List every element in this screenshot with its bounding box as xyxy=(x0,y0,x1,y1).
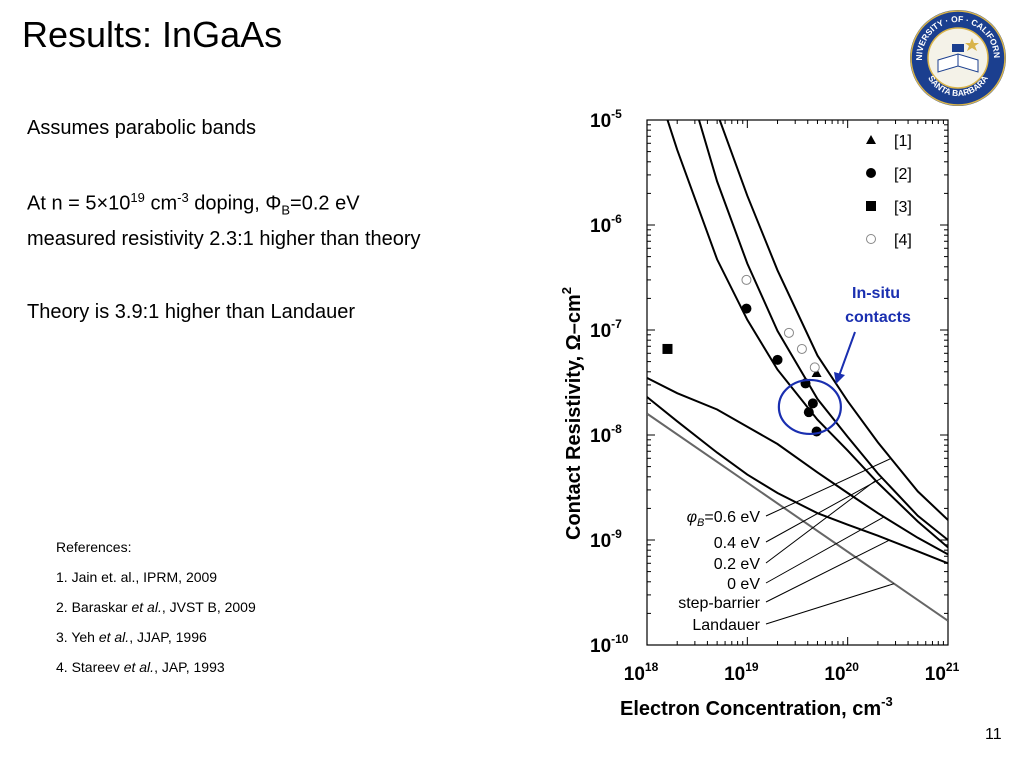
reference-item: 3. Yeh et al., JJAP, 1996 xyxy=(56,629,207,645)
reference-item: 4. Stareev et al., JAP, 1993 xyxy=(56,659,225,675)
data-point xyxy=(807,398,818,409)
y-tick-label: 10-9 xyxy=(590,527,622,552)
reference-item: 2. Baraskar et al., JVST B, 2009 xyxy=(56,599,256,615)
x-axis-label: Electron Concentration, cm-3 xyxy=(620,694,893,720)
curve-label: 0.2 eV xyxy=(714,556,761,573)
text-measured-ratio: measured resistivity 2.3:1 higher than t… xyxy=(27,228,421,250)
references-heading: References: xyxy=(56,539,132,555)
curve-label: 0 eV xyxy=(727,576,760,593)
seal-book-icon xyxy=(937,38,979,73)
data-point xyxy=(662,343,673,354)
curve-line xyxy=(647,396,948,565)
data-point xyxy=(811,367,822,377)
y-tick-label: 10-8 xyxy=(590,422,622,447)
data-point xyxy=(796,343,807,354)
x-tick-label: 1020 xyxy=(824,660,859,685)
data-point xyxy=(809,362,820,373)
x-tick-label: 1021 xyxy=(925,660,960,685)
curve-line xyxy=(647,412,948,622)
curve-label-leader xyxy=(765,583,895,625)
theory-curves xyxy=(647,120,948,622)
curve-line xyxy=(666,120,948,549)
curve-label-leader xyxy=(765,477,883,543)
x-tick-label: 1018 xyxy=(624,660,659,685)
data-point xyxy=(783,327,794,338)
curve-label-leader xyxy=(765,516,885,584)
curve-label-leader xyxy=(765,539,890,603)
data-point xyxy=(803,407,814,418)
page-number: 11 xyxy=(985,726,1002,743)
curve-label-leader xyxy=(765,480,876,564)
legend-label: [3] xyxy=(894,199,912,216)
in-situ-ellipse xyxy=(777,378,842,436)
chart-legend: [1] [2] [3] [4] xyxy=(866,133,912,249)
legend-marker xyxy=(866,201,876,211)
text-doping-condition: At n = 5×1019 cm-3 doping, ΦB=0.2 eV xyxy=(27,190,360,218)
text-parabolic-bands: Assumes parabolic bands xyxy=(27,117,257,139)
y-axis-label: Contact Resistivity, Ω–cm2 xyxy=(559,287,585,540)
x-tick-label: 1019 xyxy=(724,660,759,685)
y-tick-label: 10-5 xyxy=(590,107,622,132)
y-tick-label: 10-10 xyxy=(590,632,629,657)
reference-item: 1. Jain et. al., IPRM, 2009 xyxy=(56,569,218,585)
annotation-label: In-situ xyxy=(852,285,900,302)
slide-title: Results: InGaAs xyxy=(22,14,283,55)
annotation-arrow-line xyxy=(838,331,856,377)
axis-ticks xyxy=(646,120,948,646)
plot-frame xyxy=(646,119,949,646)
y-tick-label: 10-7 xyxy=(590,317,622,342)
y-tick-label: 10-6 xyxy=(590,212,622,237)
legend-marker xyxy=(866,234,876,244)
uc-santa-barbara-seal-logo: UNIVERSITY · OF · CALIFORNIA SANTA BARBA… xyxy=(908,8,1006,106)
curve-line xyxy=(718,120,948,521)
legend-marker xyxy=(866,168,876,178)
legend-label: [2] xyxy=(894,166,912,183)
data-point xyxy=(741,303,752,314)
text-theory-ratio: Theory is 3.9:1 higher than Landauer xyxy=(27,301,355,323)
legend-label: [4] xyxy=(894,232,912,249)
curve-line xyxy=(647,377,948,556)
data-points xyxy=(662,274,822,437)
curve-label: step-barrier xyxy=(678,595,760,612)
data-point xyxy=(772,354,783,365)
legend-marker xyxy=(866,135,876,144)
curve-label-leader xyxy=(765,458,892,517)
annotation-label: contacts xyxy=(845,309,911,326)
curve-line xyxy=(698,120,948,541)
curve-label: φB=0.6 eV xyxy=(687,509,761,529)
legend-label: [1] xyxy=(894,133,912,150)
data-point xyxy=(741,274,752,285)
curve-label: 0.4 eV xyxy=(714,535,761,552)
curve-label: Landauer xyxy=(692,617,760,634)
annotation-arrowhead xyxy=(834,372,845,384)
